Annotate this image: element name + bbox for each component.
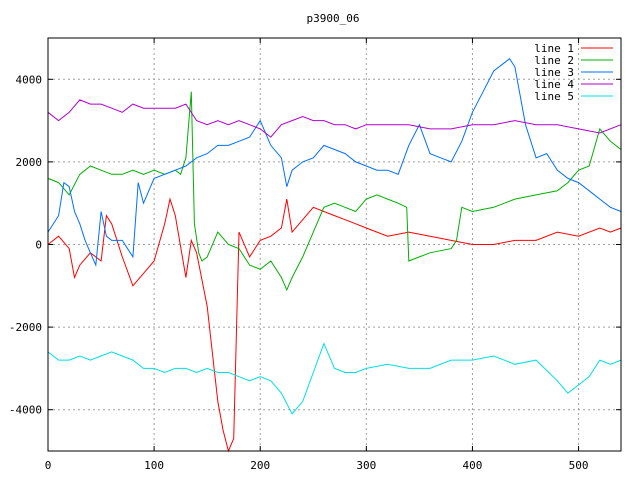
chart-title: p3900_06: [307, 12, 360, 25]
x-tick-label: 300: [356, 459, 376, 472]
x-tick-label: 500: [569, 459, 589, 472]
axis-ticks: 0 100 200 300 400 500 -4000 -2000 0 2000 4000: [9, 38, 621, 472]
legend-label: line 2: [534, 54, 574, 67]
series-line-3: [47, 57, 622, 268]
x-tick-label: 400: [463, 459, 483, 472]
y-tick-label: 0: [35, 239, 42, 252]
x-tick-label: 0: [45, 459, 52, 472]
x-tick-label: 200: [250, 459, 270, 472]
series-lines: [47, 57, 622, 453]
y-tick-label: 2000: [16, 156, 43, 169]
legend-label: line 3: [534, 66, 574, 79]
y-tick-label: -2000: [9, 321, 42, 334]
y-tick-label: -4000: [9, 404, 42, 417]
series-line-1: [47, 197, 622, 453]
plot-frame: [47, 37, 622, 452]
y-tick-label: 4000: [16, 73, 43, 86]
legend-label: line 5: [534, 90, 574, 103]
x-tick-label: 100: [144, 459, 164, 472]
series-line-5: [47, 342, 622, 415]
series-line-2: [47, 91, 622, 292]
series-line-4: [47, 99, 622, 138]
legend-label: line 1: [534, 42, 574, 55]
legend-label: line 4: [534, 78, 574, 91]
